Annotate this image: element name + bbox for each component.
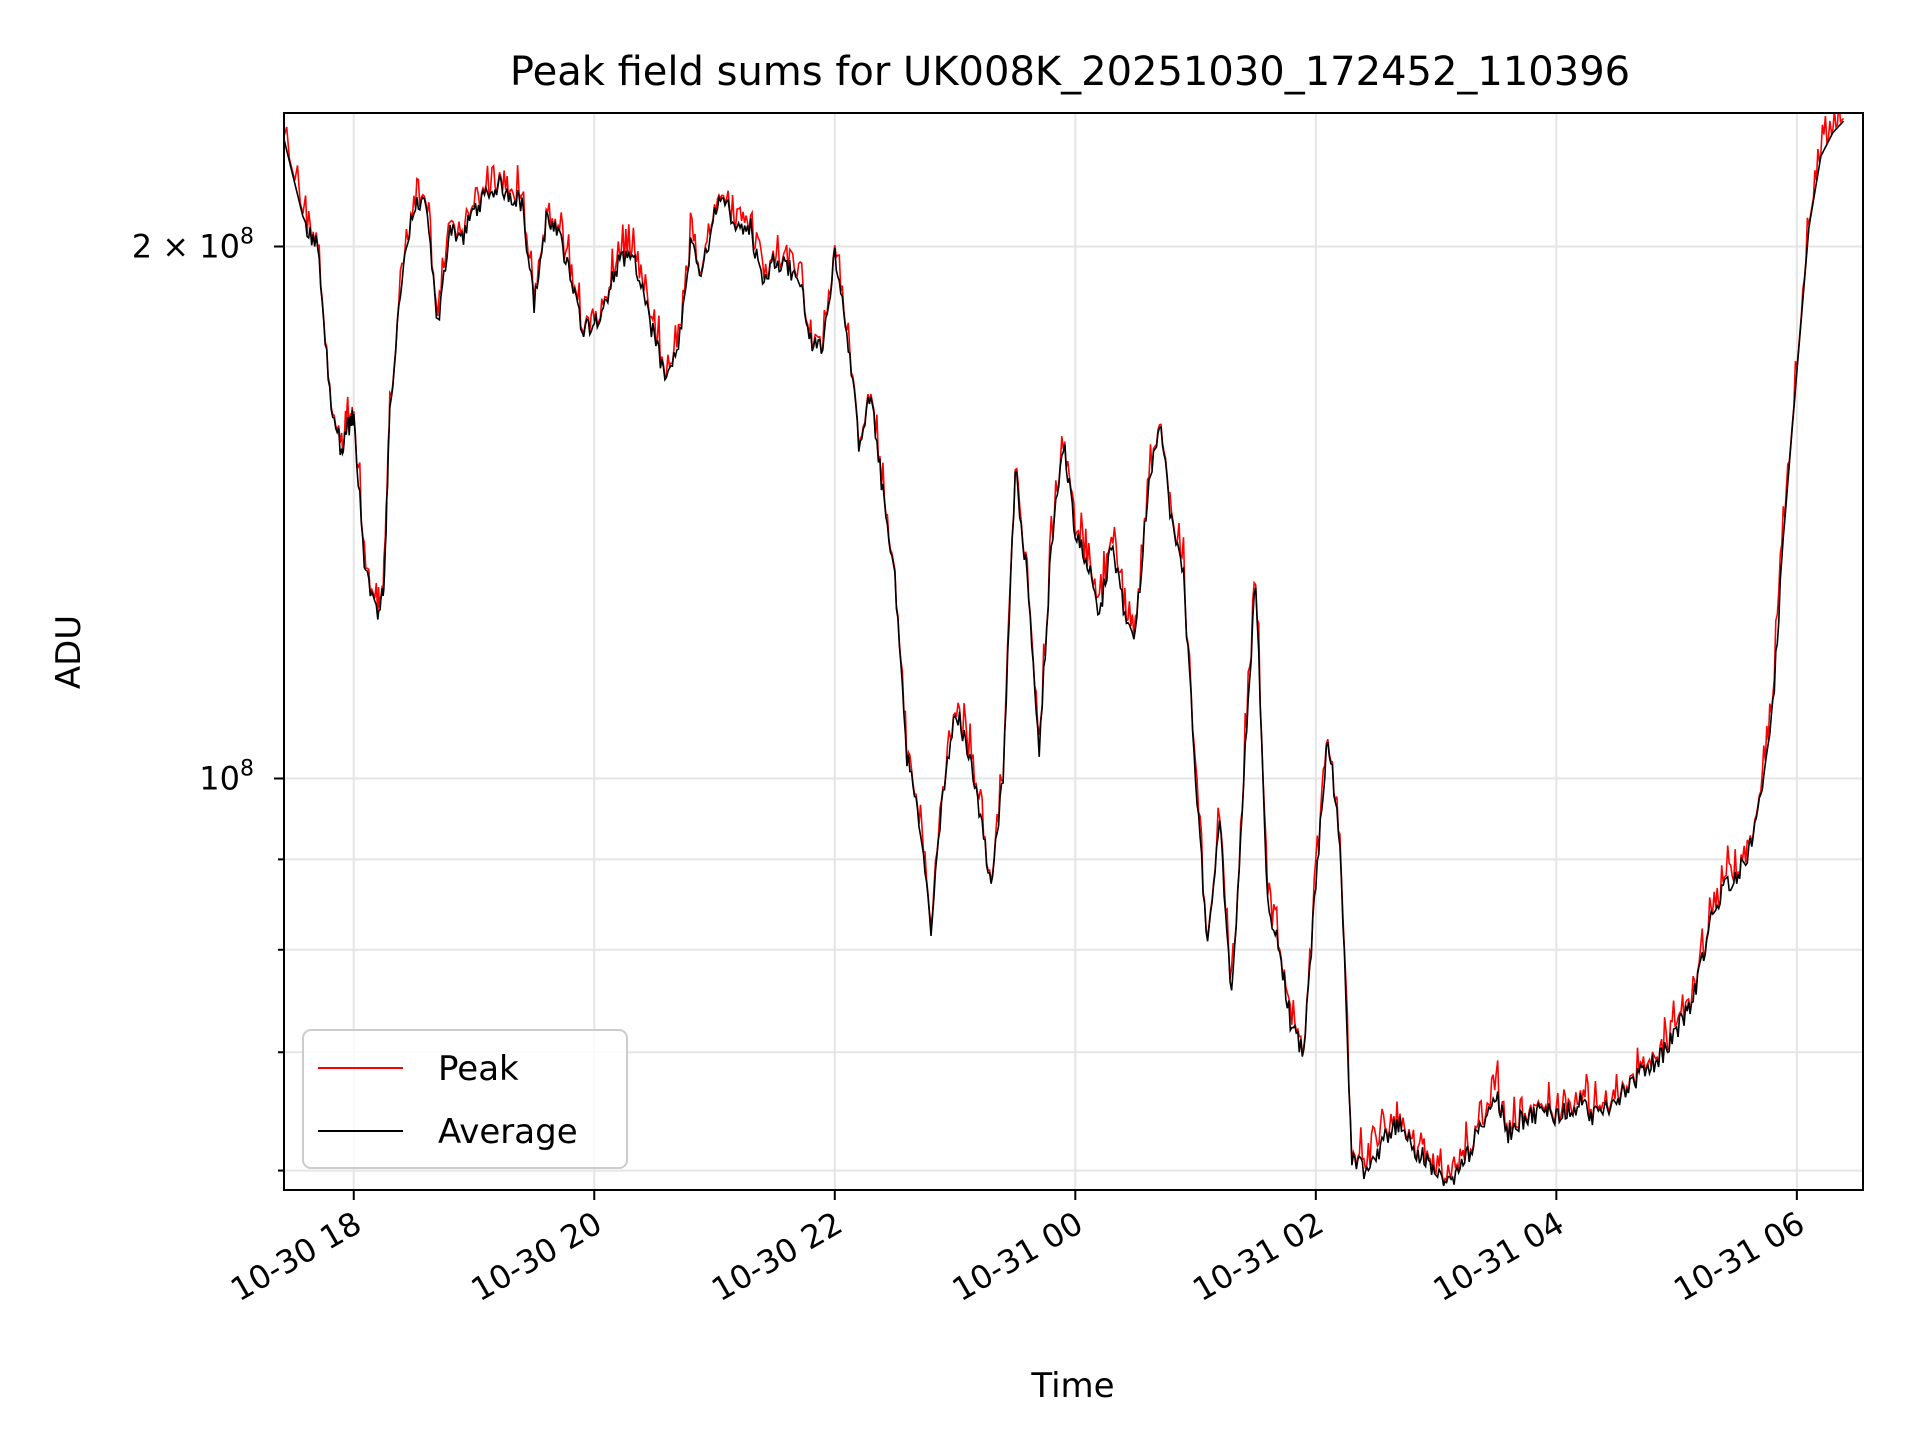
- legend-box: [302, 1029, 628, 1169]
- x-axis: 10-30 18 10-30 20 10-30 22 10-31 00 10-31 02…: [224, 1190, 1811, 1309]
- y-axis: 108 2 × 108: [132, 225, 284, 1172]
- series-line-average: [284, 120, 1845, 1187]
- legend-label-average: Average: [438, 1112, 578, 1152]
- series-line-peak: [284, 113, 1845, 1184]
- legend: Peak Average: [302, 1029, 628, 1169]
- legend-label-peak: Peak: [438, 1049, 519, 1089]
- x-tick-label: 10-31 02: [1186, 1204, 1330, 1309]
- y-axis-label: ADU: [49, 615, 89, 689]
- y-tick-label: 108: [199, 757, 254, 798]
- x-tick-label: 10-31 04: [1427, 1204, 1571, 1309]
- x-tick-label: 10-30 20: [465, 1204, 609, 1309]
- x-tick-label: 10-30 18: [224, 1204, 368, 1309]
- x-tick-label: 10-31 06: [1667, 1204, 1811, 1309]
- x-axis-label: Time: [1030, 1366, 1114, 1406]
- chart-title: Peak field sums for UK008K_20251030_1724…: [510, 49, 1630, 95]
- y-tick-label: 2 × 108: [132, 225, 254, 266]
- series-group: [284, 113, 1845, 1187]
- plot-frame: [283, 112, 1864, 1191]
- x-tick-label: 10-30 22: [705, 1204, 849, 1309]
- grid: [284, 113, 1863, 1190]
- x-tick-label: 10-31 00: [946, 1204, 1090, 1309]
